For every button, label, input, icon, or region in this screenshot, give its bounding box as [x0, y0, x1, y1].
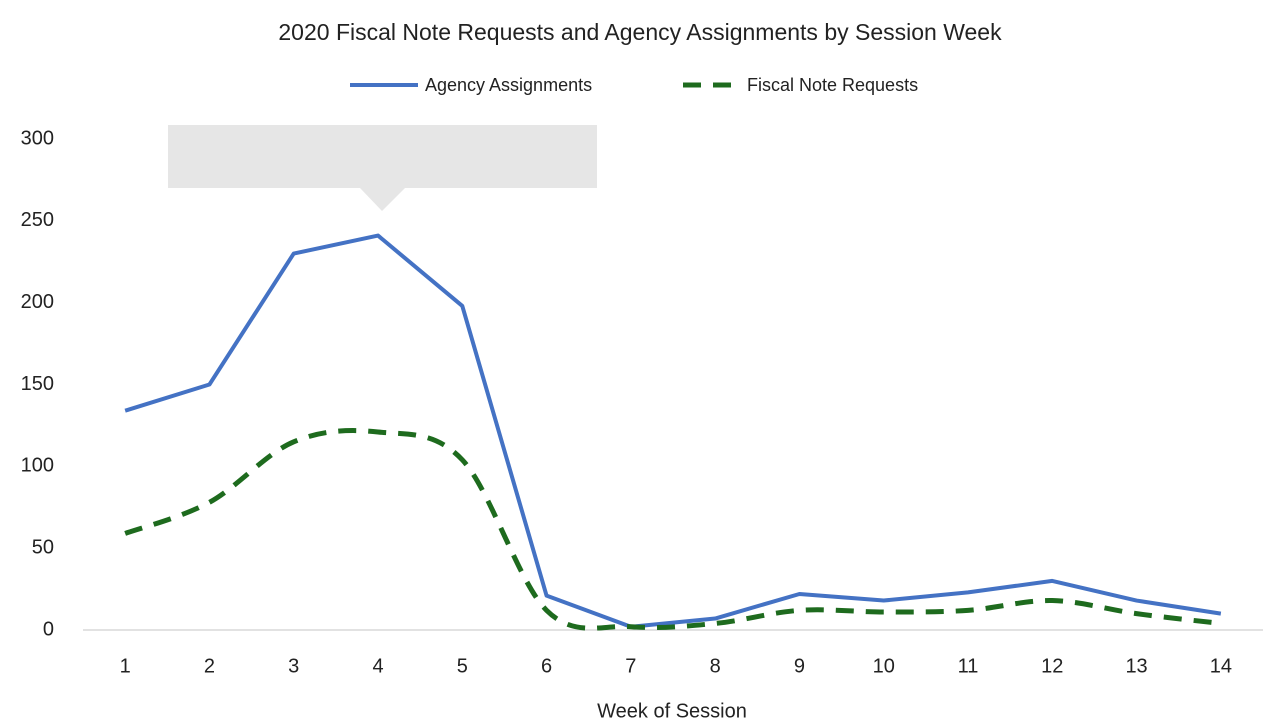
y-tick-label: 250 [21, 209, 54, 231]
y-tick-label: 150 [21, 373, 54, 395]
y-tick-label: 50 [32, 536, 54, 558]
callout-arrow [360, 188, 405, 211]
legend-label: Agency Assignments [425, 75, 592, 95]
x-tick-label: 4 [372, 655, 383, 677]
x-tick-label: 5 [457, 655, 468, 677]
series-line [124, 428, 1222, 631]
x-tick-label: 8 [710, 655, 721, 677]
legend-label: Fiscal Note Requests [747, 75, 918, 95]
x-tick-label: 2 [204, 655, 215, 677]
x-tick-label: 13 [1125, 655, 1147, 677]
x-tick-label: 6 [541, 655, 552, 677]
x-tick-label: 3 [288, 655, 299, 677]
series-line [124, 233, 1222, 629]
x-axis-label: Week of Session [597, 700, 747, 722]
x-tick-label: 11 [958, 655, 979, 677]
callout-box [168, 125, 597, 188]
x-tick-label: 12 [1041, 655, 1063, 677]
x-tick-label: 1 [120, 655, 131, 677]
y-tick-label: 300 [21, 127, 54, 149]
y-tick-label: 100 [21, 455, 54, 477]
chart-title: 2020 Fiscal Note Requests and Agency Ass… [278, 19, 1002, 45]
x-tick-label: 9 [794, 655, 805, 677]
x-tick-label: 7 [625, 655, 636, 677]
x-tick-label: 14 [1210, 655, 1232, 677]
y-tick-label: 0 [43, 618, 54, 640]
y-tick-label: 200 [21, 291, 54, 313]
x-tick-label: 10 [873, 655, 895, 677]
